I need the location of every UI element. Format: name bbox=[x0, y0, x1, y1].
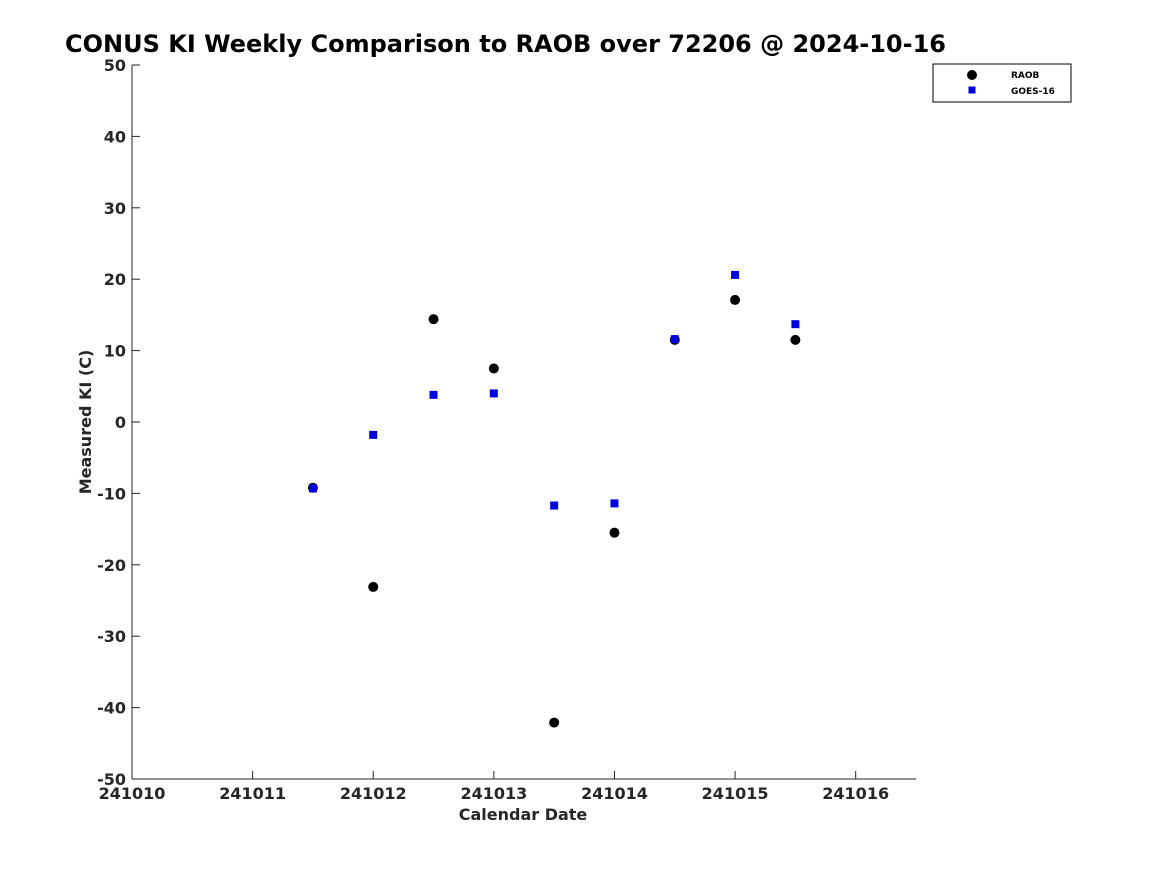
series-goes-16 bbox=[308, 270, 800, 510]
legend-label-goes: GOES-16 bbox=[1011, 87, 1055, 97]
x-tick-label: 241015 bbox=[702, 784, 769, 803]
x-tick-label: 241011 bbox=[219, 784, 286, 803]
y-tick-label: 40 bbox=[104, 127, 126, 146]
goes-16-point bbox=[308, 484, 317, 493]
goes-16-point bbox=[489, 389, 498, 398]
goes-16-point bbox=[791, 320, 800, 329]
x-tick-label: 241013 bbox=[460, 784, 527, 803]
raob-point bbox=[790, 334, 801, 345]
y-axis: 50 40 30 20 10 0 -10 -20 -30 -40 -50 bbox=[97, 56, 140, 789]
x-tick-label: 241010 bbox=[99, 784, 166, 803]
raob-point bbox=[368, 581, 379, 592]
x-tick-label: 241012 bbox=[340, 784, 407, 803]
y-tick-label: 0 bbox=[115, 413, 126, 432]
y-axis-label: Measured KI (C) bbox=[76, 350, 95, 495]
raob-point bbox=[428, 314, 439, 325]
legend-marker-goes bbox=[968, 86, 976, 94]
x-axis: 241010 241011 241012 241013 241014 241015 2410… bbox=[99, 771, 916, 803]
chart-title: CONUS KI Weekly Comparison to RAOB over … bbox=[65, 30, 946, 58]
raob-point bbox=[488, 363, 499, 374]
goes-16-point bbox=[550, 501, 559, 510]
y-tick-label: -40 bbox=[97, 699, 126, 718]
legend-box bbox=[932, 63, 1072, 103]
y-tick-label: -10 bbox=[97, 484, 126, 503]
raob-point bbox=[730, 294, 741, 305]
raob-point bbox=[549, 717, 560, 728]
x-tick-label: 241016 bbox=[822, 784, 889, 803]
data-points bbox=[307, 270, 801, 728]
x-axis-label: Calendar Date bbox=[459, 805, 588, 824]
goes-16-point bbox=[731, 270, 740, 279]
legend-marker-raob bbox=[967, 70, 977, 80]
y-tick-label: 50 bbox=[104, 56, 126, 75]
y-tick-label: 30 bbox=[104, 199, 126, 218]
goes-16-point bbox=[670, 335, 679, 344]
raob-point bbox=[609, 527, 620, 538]
x-tick-label: 241014 bbox=[581, 784, 648, 803]
y-tick-label: -50 bbox=[97, 770, 126, 789]
y-tick-label: -20 bbox=[97, 556, 126, 575]
legend-label-raob: RAOB bbox=[1011, 71, 1040, 81]
goes-16-point bbox=[369, 430, 378, 439]
y-tick-label: 10 bbox=[104, 342, 126, 361]
series-raob bbox=[307, 294, 801, 728]
y-tick-label: 20 bbox=[104, 270, 126, 289]
y-tick-label: -30 bbox=[97, 627, 126, 646]
legend: RAOB GOES-16 bbox=[932, 63, 1072, 103]
goes-16-point bbox=[429, 390, 438, 399]
goes-16-point bbox=[610, 499, 619, 508]
